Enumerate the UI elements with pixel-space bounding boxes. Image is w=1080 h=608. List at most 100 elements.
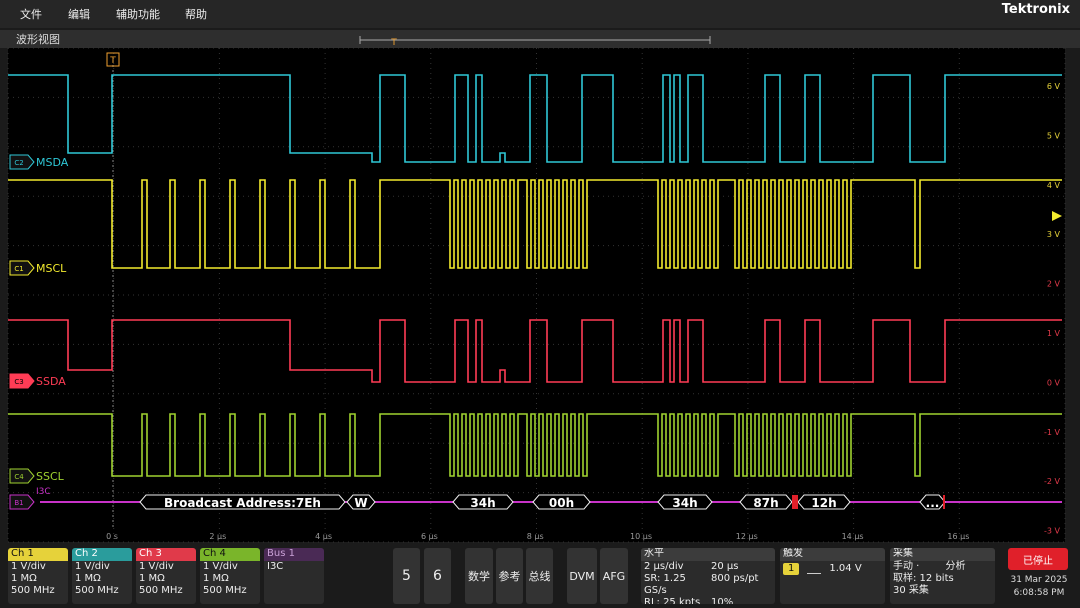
panel-cell: RL: 25 kpts [644, 597, 701, 604]
bus-name: I3C [36, 487, 51, 497]
channel-id: C4 [14, 473, 24, 481]
button[interactable]: 5 [393, 548, 420, 604]
panel-title: 采集 [890, 548, 995, 561]
menu-item[interactable]: 文件 [20, 7, 42, 21]
horizontal-panel[interactable]: 水平 2 µs/div 20 µs SR: 1.25 GS/s 800 ps/pt RL:… [641, 548, 775, 604]
channel-badge [9, 373, 35, 389]
panel-line: 500 MHz [203, 585, 247, 596]
button[interactable]: 参考 [496, 548, 523, 604]
date: 31 Mar 2025 [1010, 575, 1068, 585]
brand[interactable]: Tektronix [1002, 2, 1071, 17]
panel-line: 500 MHz [11, 585, 55, 596]
panel-cell: 20 µs [711, 561, 739, 572]
record-bar [359, 36, 711, 44]
panel-cell: 10% [711, 597, 734, 604]
volt-label: 4 V [1047, 181, 1061, 190]
trigger-slope [807, 565, 822, 574]
panel-title: Ch 2 [72, 548, 132, 561]
button[interactable]: 总线 [526, 548, 553, 604]
panel-cell: 30 采集 [893, 585, 929, 596]
trigger-marker-text: T [109, 56, 116, 66]
panel-row: SR: 1.25 GS/s 800 ps/pt [641, 573, 775, 597]
time-label: 16 µs [947, 532, 969, 541]
panel-title: Ch 3 [136, 548, 196, 561]
bus-packet [532, 494, 591, 510]
time-label: 14 µs [842, 532, 864, 541]
trigger-level: 1.04 V [829, 563, 862, 574]
plot-area [8, 48, 1065, 542]
panel-line: 1 MΩ [203, 573, 229, 584]
time-label: 2 µs [209, 532, 226, 541]
channel-name: SSCL [36, 470, 65, 483]
button[interactable]: 数学 [465, 548, 493, 604]
panel-row: 30 采集 [890, 585, 995, 597]
panel-row: 手动 · 分析 [890, 561, 995, 573]
waveform [8, 74, 1062, 163]
button[interactable]: AFG [600, 548, 628, 604]
scope-screen: 波形视图 Tektronix 文件 编辑 辅助功能 帮助 T 6 V 5 V 4 V 3 V 2 … [0, 0, 1080, 543]
panel-line: 1 V/div [11, 561, 46, 572]
channel-badge [9, 260, 35, 276]
panel-line: 1 V/div [75, 561, 110, 572]
bus-packet-text: Broadcast Address:7Eh [164, 496, 321, 510]
bus-packet [657, 494, 713, 510]
time-label: 8 µs [527, 532, 544, 541]
volt-label: -3 V [1044, 527, 1061, 536]
panel-title: 水平 [641, 548, 775, 561]
status-button[interactable]: 已停止 [1008, 548, 1068, 570]
panel-cell: SR: 1.25 GS/s [644, 573, 686, 596]
time-label: 6 µs [421, 532, 438, 541]
bus-packet-text: ... [926, 496, 940, 510]
channel-name: MSCL [36, 262, 67, 275]
bus-packet-text: 00h [549, 496, 574, 510]
button[interactable]: DVM [567, 548, 597, 604]
panel-line: 1 MΩ [11, 573, 37, 584]
button[interactable]: 6 [424, 548, 451, 604]
trigger-panel[interactable]: 触发 1 1.04 V [780, 548, 885, 604]
menu-item[interactable]: 编辑 [68, 7, 90, 21]
panel-title: Ch 1 [8, 548, 68, 561]
waveform [8, 413, 1062, 477]
panel-row: 取样: 12 bits [890, 573, 995, 585]
panel-cell: 取样: 12 bits [893, 573, 954, 584]
volt-label: 1 V [1047, 329, 1061, 338]
bus-packet-text: W [354, 496, 367, 510]
acquisition-panel[interactable]: 采集 手动 · 分析 取样: 12 bits 30 采集 [890, 548, 995, 604]
panel-line: 1 V/div [203, 561, 238, 572]
panel-title: Ch 4 [200, 548, 260, 561]
trigger-source: 1 [783, 563, 800, 575]
waveform [8, 179, 1062, 269]
bus-packet-text: 34h [672, 496, 697, 510]
bus-packet [452, 494, 514, 510]
record-marker: T [390, 38, 397, 48]
bus-packet-text: 12h [811, 496, 836, 510]
volt-label: 0 V [1047, 378, 1061, 387]
bus-panel[interactable]: Bus 1 I3C [264, 548, 324, 604]
panel-cell: 分析 [945, 561, 966, 572]
bus-packet-text: 87h [753, 496, 778, 510]
channel-badge [9, 468, 35, 484]
trigger-level [1052, 211, 1062, 221]
menu-item[interactable]: 帮助 [185, 7, 207, 21]
bus-id: B1 [14, 499, 23, 507]
panel-line: I3C [267, 561, 284, 572]
panel-cell: 2 µs/div [644, 561, 684, 572]
channel-id: C2 [14, 159, 23, 167]
view-bar [0, 30, 1080, 48]
bus-packet [346, 494, 376, 510]
channel-id: C1 [14, 265, 23, 273]
menu-item[interactable]: 辅助功能 [116, 7, 160, 21]
bus-packet [797, 494, 851, 510]
panel-row: RL: 25 kpts 10% [641, 597, 775, 604]
volt-label: 6 V [1047, 82, 1061, 91]
panel-line: 1 MΩ [75, 573, 101, 584]
channel-name: MSDA [36, 156, 69, 169]
panel-line: 1 MΩ [139, 573, 165, 584]
panel-row: 2 µs/div 20 µs [641, 561, 775, 573]
volt-label: 3 V [1047, 230, 1061, 239]
